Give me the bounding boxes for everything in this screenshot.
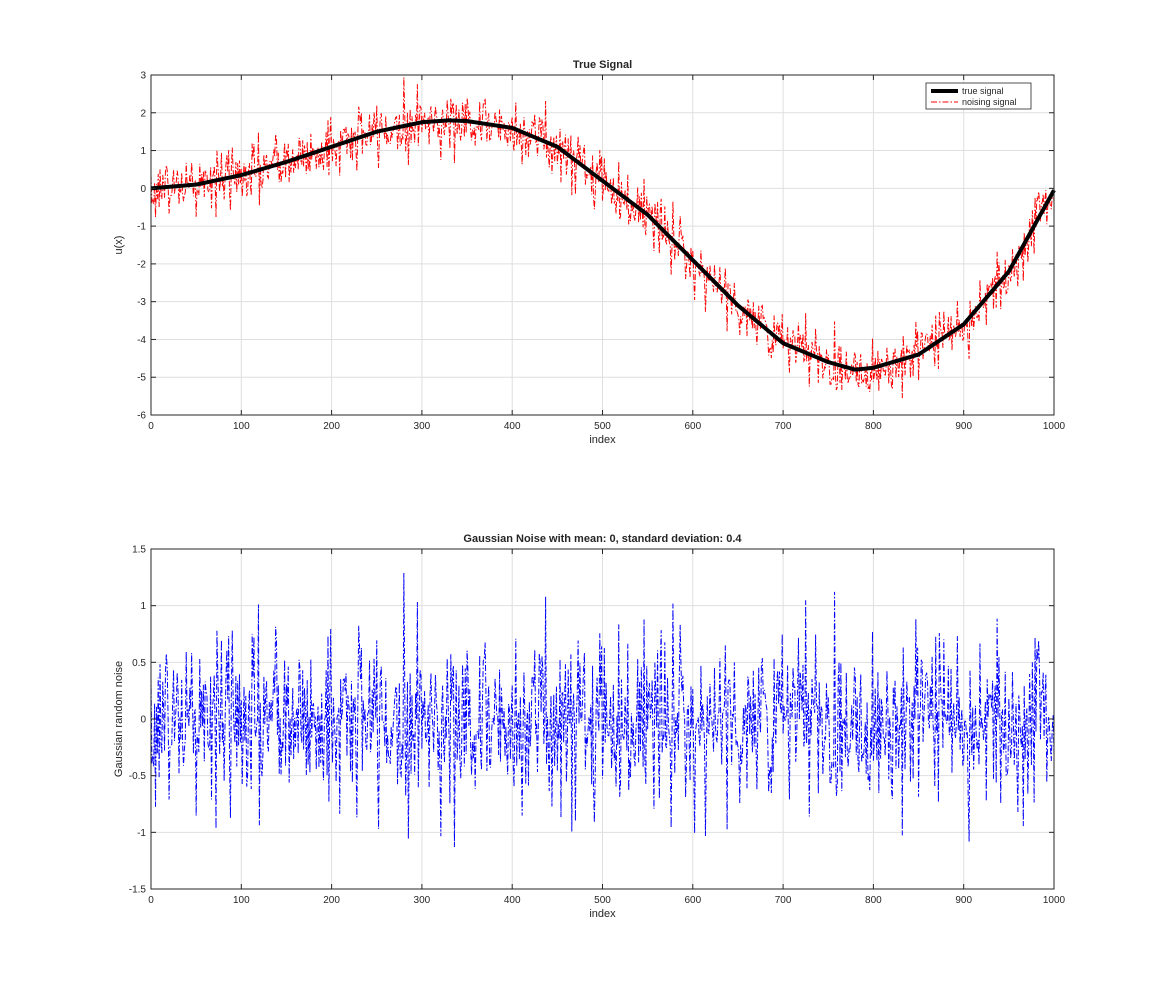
x-tick-label: 1000 xyxy=(1043,895,1066,906)
gaussian-noise-line xyxy=(150,572,1055,848)
x-tick-label: 700 xyxy=(775,895,792,906)
y-tick-label: -6 xyxy=(137,411,146,422)
x-tick-label: 700 xyxy=(775,421,792,432)
true-signal-line xyxy=(149,118,1056,372)
bottom-chart-title: Gaussian Noise with mean: 0, standard de… xyxy=(463,533,742,545)
top-axes: 0 100 200 300 400 500 600 700 800 900 1000 -6 -5 -4 -3… xyxy=(113,59,1066,446)
y-tick-label: 0 xyxy=(140,184,146,195)
bottom-axes: 0 100 200 300 400 500 600 700 800 900 1000 -1.5 -1 -0… xyxy=(113,533,1066,920)
x-tick-label: 300 xyxy=(414,895,431,906)
x-tick-label: 0 xyxy=(148,421,154,432)
legend-true-signal-label: true signal xyxy=(962,86,1004,96)
x-tick-label: 600 xyxy=(684,895,701,906)
bottom-tick-labels: 0 100 200 300 400 500 600 700 800 900 1000 -1.5 -1 -0… xyxy=(129,545,1066,907)
x-tick-label: 800 xyxy=(865,421,882,432)
y-tick-label: -5 xyxy=(137,373,146,384)
top-tick-labels: 0 100 200 300 400 500 600 700 800 900 1000 -6 -5 -4 -3… xyxy=(137,71,1065,433)
bottom-x-axis-label: index xyxy=(589,908,616,920)
x-tick-label: 400 xyxy=(504,421,521,432)
y-tick-label: 0.5 xyxy=(132,658,146,669)
x-tick-label: 800 xyxy=(865,895,882,906)
bottom-y-axis-label: Gaussian random noise xyxy=(113,661,125,777)
x-tick-label: 900 xyxy=(955,421,972,432)
y-tick-label: 3 xyxy=(140,71,146,82)
x-tick-label: 100 xyxy=(233,895,250,906)
y-tick-label: -1 xyxy=(137,222,146,233)
top-series xyxy=(149,77,1056,399)
y-tick-label: -3 xyxy=(137,297,146,308)
x-tick-label: 500 xyxy=(594,421,611,432)
legend-box xyxy=(925,82,1032,110)
y-tick-label: -0.5 xyxy=(129,771,147,782)
x-tick-label: 0 xyxy=(148,895,154,906)
noising-signal-line xyxy=(150,77,1055,399)
x-tick-label: 600 xyxy=(684,421,701,432)
x-tick-label: 400 xyxy=(504,895,521,906)
y-tick-label: 1.5 xyxy=(132,545,146,556)
x-tick-label: 100 xyxy=(233,421,250,432)
bottom-series xyxy=(150,572,1055,848)
x-tick-label: 1000 xyxy=(1043,421,1066,432)
legend-noising-signal-label: noising signal xyxy=(962,97,1017,107)
y-tick-label: -1.5 xyxy=(129,885,147,896)
x-tick-label: 900 xyxy=(955,895,972,906)
legend: true signal noising signal xyxy=(925,82,1032,110)
y-tick-label: -1 xyxy=(137,828,146,839)
top-y-axis-label: u(x) xyxy=(113,236,125,255)
y-tick-label: 1 xyxy=(140,146,146,157)
x-tick-label: 500 xyxy=(594,895,611,906)
y-tick-label: 0 xyxy=(140,715,146,726)
y-tick-label: -4 xyxy=(137,335,146,346)
y-tick-label: -2 xyxy=(137,259,146,270)
x-tick-label: 300 xyxy=(414,421,431,432)
top-x-axis-label: index xyxy=(589,434,616,446)
y-tick-label: 1 xyxy=(140,601,146,612)
x-tick-label: 200 xyxy=(323,421,340,432)
top-chart-title: True Signal xyxy=(573,59,632,71)
y-tick-label: 2 xyxy=(140,108,146,119)
x-tick-label: 200 xyxy=(323,895,340,906)
